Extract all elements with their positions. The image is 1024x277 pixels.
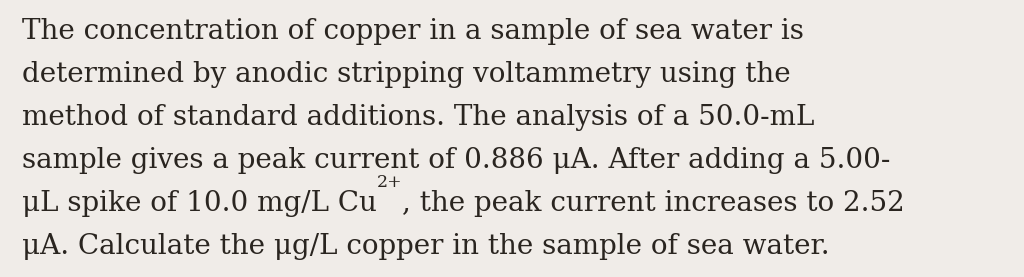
- Text: 2+: 2+: [377, 174, 402, 191]
- Text: method of standard additions. The analysis of a 50.0-mL: method of standard additions. The analys…: [22, 104, 814, 131]
- Text: μA. Calculate the μg/L copper in the sample of sea water.: μA. Calculate the μg/L copper in the sam…: [22, 233, 829, 260]
- Text: determined by anodic stripping voltammetry using the: determined by anodic stripping voltammet…: [22, 61, 791, 88]
- Text: sample gives a peak current of 0.886 μA. After adding a 5.00-: sample gives a peak current of 0.886 μA.…: [22, 147, 891, 174]
- Text: , the peak current increases to 2.52: , the peak current increases to 2.52: [402, 190, 905, 217]
- Text: The concentration of copper in a sample of sea water is: The concentration of copper in a sample …: [22, 18, 804, 45]
- Text: μL spike of 10.0 mg/L Cu: μL spike of 10.0 mg/L Cu: [22, 190, 377, 217]
